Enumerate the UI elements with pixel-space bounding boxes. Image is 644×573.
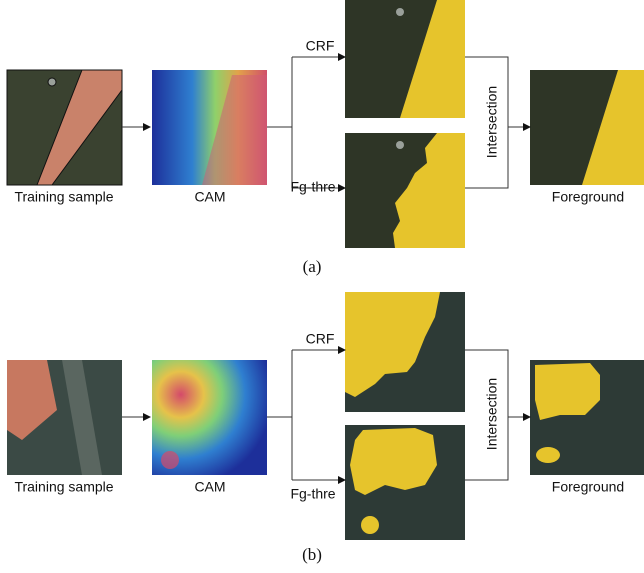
panel-b: Training sample CAM CRF Fg-thre Intersec… xyxy=(7,292,644,564)
figure: Training sample CAM CRF Fg-thre Intersec… xyxy=(0,0,644,573)
caption: (a) xyxy=(303,257,322,276)
cam-image xyxy=(152,360,267,475)
panel-a: Training sample CAM CRF Fg-thre Intersec… xyxy=(7,0,644,276)
label: Intersection xyxy=(484,378,500,450)
label: CAM xyxy=(194,479,225,495)
label: Foreground xyxy=(552,189,624,205)
label: Training sample xyxy=(14,479,113,495)
label: Training sample xyxy=(14,189,113,205)
training-image xyxy=(7,70,122,185)
label: CAM xyxy=(194,189,225,205)
foreground-image xyxy=(530,70,644,185)
label: CRF xyxy=(306,38,335,54)
label: CRF xyxy=(306,331,335,347)
cam-image xyxy=(152,70,267,185)
label: Intersection xyxy=(484,86,500,158)
label: Foreground xyxy=(552,479,624,495)
connector xyxy=(267,57,292,188)
fg-thre-image xyxy=(345,425,465,540)
connector xyxy=(267,350,292,480)
training-image xyxy=(7,360,122,475)
crf-image xyxy=(345,0,465,118)
label: Fg-thre xyxy=(290,486,335,502)
foreground-image xyxy=(530,360,644,475)
label: Fg-thre xyxy=(290,179,335,195)
crf-image xyxy=(345,292,465,412)
page: Training sample CAM CRF Fg-thre Intersec… xyxy=(0,0,644,573)
caption: (b) xyxy=(302,545,322,564)
fg-thre-image xyxy=(345,133,465,248)
